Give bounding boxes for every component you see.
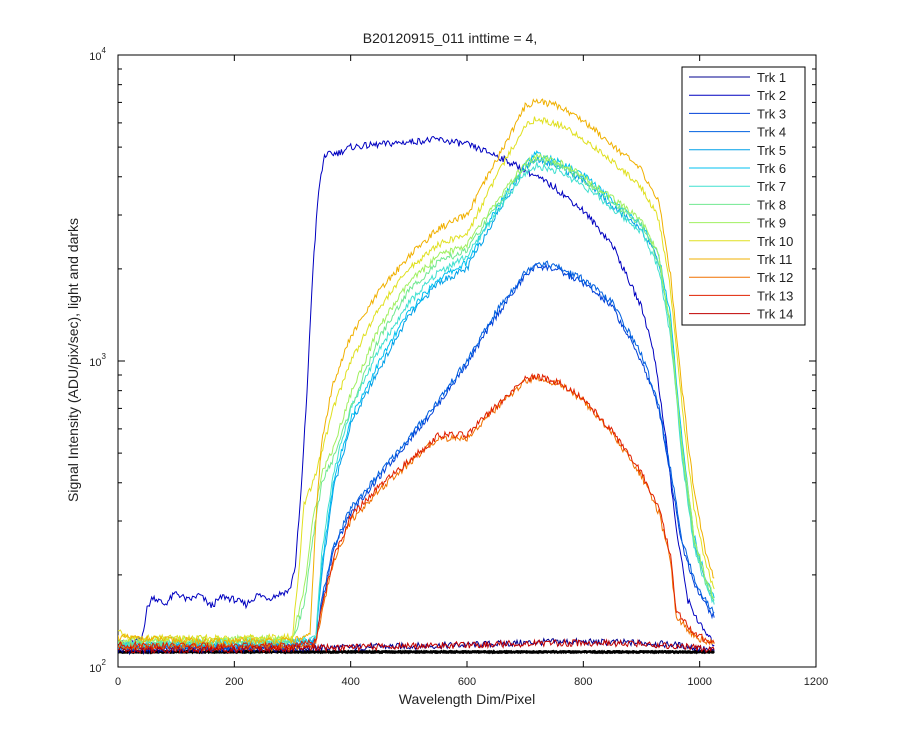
x-tick-label: 1000 [687,676,711,688]
legend-label: Trk 11 [757,252,792,267]
legend-label: Trk 9 [757,216,786,231]
dark-signal-line [118,649,715,655]
y-tick-exponent: 3 [102,352,107,361]
y-tick-base: 10 [89,51,101,63]
x-tick-label: 400 [341,676,359,688]
legend-box [681,66,806,326]
y-tick-exponent: 4 [102,46,107,55]
x-tick-label: 600 [458,676,476,688]
legend-label: Trk 14 [757,307,793,322]
series-line-trk-2 [118,135,715,649]
series-line-trk-14 [118,638,715,655]
x-tick-label: 200 [225,676,243,688]
legend-label: Trk 8 [757,197,786,212]
y-tick-exponent: 2 [102,658,107,667]
chart-title: B20120915_011 inttime = 4, [363,30,538,46]
legend: Trk 1 Trk 2 Trk 3 Trk 4 Trk 5 Trk 6 Trk 7 Trk 8… [681,66,806,326]
legend-label: Trk 13 [757,288,793,303]
legend-label: Trk 3 [757,106,786,121]
series-line-trk-13 [118,372,715,651]
series-line-trk-10 [118,116,715,644]
y-tick-label: 104 [89,46,106,63]
legend-label: Trk 4 [757,125,786,140]
series-line-trk-9 [118,152,715,645]
x-tick-label: 0 [115,676,121,688]
x-tick-label: 1200 [804,676,828,688]
series-line-trk-11 [118,98,715,646]
x-tick-label: 800 [574,676,592,688]
legend-label: Trk 1 [757,70,786,85]
y-tick-base: 10 [89,357,101,369]
x-axis-label: Wavelength Dim/Pixel [399,691,535,707]
legend-label: Trk 6 [757,161,786,176]
y-tick-base: 10 [89,663,101,675]
y-tick-label: 102 [89,658,106,675]
legend-label: Trk 2 [757,88,786,103]
x-axis-ticks: 0 200 400 600 800 1000 1200 [115,55,828,688]
series-layer [118,98,715,656]
legend-label: Trk 12 [757,270,793,285]
y-axis-label: Signal Intensity (ADU/pix/sec), light an… [65,218,81,502]
y-tick-label: 103 [89,352,106,369]
legend-label: Trk 5 [757,143,786,158]
legend-label: Trk 7 [757,179,786,194]
legend-label: Trk 10 [757,234,793,249]
